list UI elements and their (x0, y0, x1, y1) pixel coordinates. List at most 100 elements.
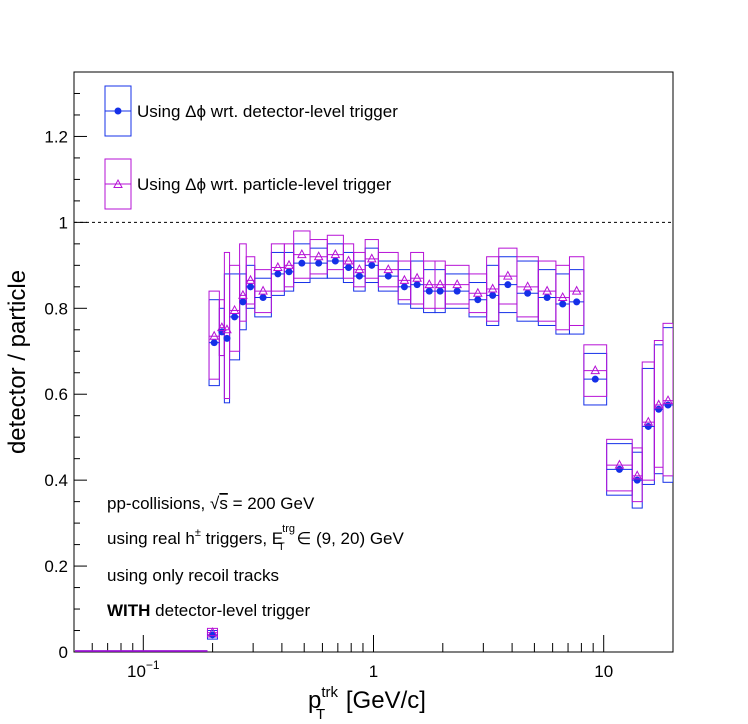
annotation-with-trigger: WITH detector-level trigger (107, 601, 310, 620)
point-s1-9 (284, 259, 294, 269)
point-s0-4 (231, 313, 239, 321)
point-s0-19 (425, 287, 433, 295)
point-s1-31 (632, 470, 643, 480)
point-s0-16 (384, 272, 392, 280)
point-s0-15 (368, 261, 376, 269)
x-tick-label: 10−1 (127, 658, 160, 681)
point-s1-24 (503, 270, 513, 280)
point-s0-1 (210, 339, 218, 347)
legend-marker-particle (113, 178, 123, 188)
legend-marker-detector (114, 107, 122, 115)
point-s1-23 (487, 283, 498, 293)
point-s1-21 (452, 279, 462, 289)
point-s1-26 (542, 285, 552, 295)
point-s1-25 (522, 281, 533, 291)
x-axis-title: ptrk T [GeV/c] (308, 684, 426, 723)
point-s1-34 (663, 395, 673, 405)
annotation-recoil: using only recoil tracks (107, 566, 279, 585)
point-s1-17 (399, 274, 410, 284)
point-s1-33 (653, 399, 664, 409)
point-s0-5 (239, 298, 247, 306)
point-s0-7 (259, 294, 267, 302)
point-s0-13 (345, 263, 353, 271)
sys-box-s1-4 (229, 264, 241, 352)
point-s0-17 (400, 283, 408, 291)
point-s0-26 (543, 294, 551, 302)
point-s0-11 (315, 259, 323, 267)
point-s0-23 (489, 291, 497, 299)
annotation-triggers: using real h± triggers, Etrg T ∈ (9, 20) … (107, 523, 405, 553)
point-s0-25 (524, 289, 532, 297)
annotation-block: pp-collisions, √s = 200 GeV using real h… (107, 494, 405, 620)
point-s0-32 (644, 422, 652, 430)
point-s1-22 (472, 287, 483, 297)
sys-box-s1-33 (653, 340, 664, 468)
y-tick-label: 1 (59, 213, 68, 232)
point-s0-33 (655, 405, 663, 413)
x-tick-label: 10 (594, 662, 613, 681)
point-s1-19 (424, 279, 435, 289)
point-s1-8 (273, 261, 283, 271)
point-s0-0 (208, 631, 216, 639)
point-s1-16 (383, 264, 394, 274)
point-s0-34 (664, 401, 672, 409)
point-s0-18 (413, 281, 421, 289)
point-s1-3 (222, 324, 232, 334)
point-s1-15 (366, 253, 377, 263)
point-s1-0 (207, 627, 218, 637)
y-axis: 0 0.2 0.4 0.6 0.8 1 1.2 (44, 92, 87, 662)
point-s0-29 (591, 375, 599, 383)
y-tick-label: 0.2 (44, 557, 68, 576)
point-s0-8 (274, 270, 282, 278)
point-s1-27 (557, 291, 568, 302)
sys-box-s1-32 (641, 361, 655, 481)
point-s0-6 (247, 283, 255, 291)
y-tick-label: 0 (59, 643, 68, 662)
point-s1-7 (258, 285, 268, 295)
point-s1-11 (313, 251, 324, 261)
y-axis-title: detector / particle (4, 270, 31, 454)
sys-box-s1-31 (631, 447, 643, 503)
point-s1-20 (435, 279, 445, 289)
point-s0-10 (298, 259, 306, 267)
sys-box-s1-1 (208, 290, 220, 380)
point-s1-29 (590, 365, 601, 375)
legend-label-particle: Using Δϕ wrt. particle-level trigger (137, 175, 392, 194)
point-s1-13 (343, 255, 354, 265)
annotation-collisions: pp-collisions, √s = 200 GeV (107, 494, 315, 513)
sys-box-s1-5 (239, 243, 247, 322)
data-markers (207, 249, 673, 639)
point-s1-32 (643, 416, 654, 426)
point-s0-27 (559, 300, 567, 308)
legend-label-detector: Using Δϕ wrt. detector-level trigger (137, 102, 398, 121)
x-tick-label: 1 (369, 662, 378, 681)
point-s1-28 (571, 285, 582, 295)
point-s0-20 (436, 287, 444, 295)
point-s0-28 (573, 298, 581, 306)
point-s1-6 (245, 274, 256, 284)
y-tick-label: 1.2 (44, 127, 68, 146)
point-s1-12 (330, 249, 341, 259)
point-s1-14 (354, 264, 365, 274)
y-tick-label: 0.8 (44, 299, 68, 318)
point-s1-1 (209, 330, 220, 340)
point-s0-14 (355, 272, 363, 280)
point-s1-30 (614, 459, 625, 469)
point-s0-22 (474, 296, 482, 304)
point-s0-3 (223, 334, 231, 342)
y-tick-label: 0.4 (44, 471, 68, 490)
horizontal-bin-lines (75, 254, 673, 652)
legend: Using Δϕ wrt. detector-level trigger Usi… (104, 85, 398, 210)
y-tick-label: 0.6 (44, 385, 68, 404)
point-s1-4 (229, 304, 240, 314)
point-s1-2 (217, 322, 227, 332)
plot-frame (73, 71, 674, 653)
point-s0-24 (504, 281, 512, 289)
x-axis: 10−1 1 10 (73, 635, 674, 681)
point-s1-18 (412, 272, 422, 282)
sys-box-s1-34 (662, 322, 673, 477)
point-s0-30 (615, 465, 623, 473)
point-s0-21 (453, 287, 461, 295)
point-s0-12 (331, 257, 339, 265)
